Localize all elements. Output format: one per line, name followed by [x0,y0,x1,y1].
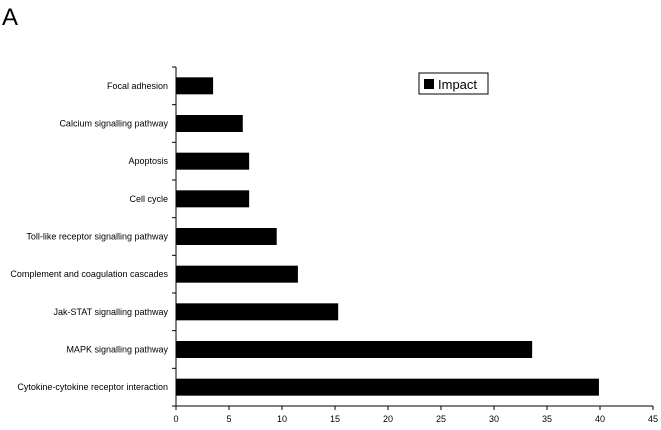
category-label: Cytokine-cytokine receptor interaction [17,382,168,392]
x-tick-label: 30 [489,414,499,424]
category-label: Jak-STAT signalling pathway [53,307,168,317]
legend-box [418,72,489,95]
bar [176,265,298,283]
category-label: Complement and coagulation cascades [10,269,168,279]
legend: Impact [418,72,489,95]
category-label: Cell cycle [129,194,168,204]
x-tick-label: 5 [226,414,231,424]
panel-label: A [2,4,19,31]
x-tick-label: 40 [595,414,605,424]
legend-swatch [424,79,434,89]
bar [176,190,250,208]
category-labels: Focal adhesion Calcium signalling pathway… [10,81,168,392]
x-tick-label: 15 [330,414,340,424]
category-label: Toll-like receptor signalling pathway [26,232,168,242]
category-label: Focal adhesion [107,81,168,91]
x-axis-ticks: 0 5 10 15 20 25 30 35 40 45 [173,406,658,424]
bar [176,115,243,132]
x-tick-label: 45 [648,414,658,424]
x-tick-label: 35 [542,414,552,424]
bar [176,77,214,95]
x-tick-label: 20 [383,414,393,424]
bar [176,228,277,245]
x-tick-label: 0 [173,414,178,424]
bar [176,152,250,170]
category-label: Apoptosis [128,156,168,166]
bar [176,303,339,321]
bar [176,378,599,396]
bar [176,341,533,358]
bar-group [176,77,599,396]
legend-label: Impact [438,77,477,92]
x-tick-label: 10 [277,414,287,424]
category-label: Calcium signalling pathway [59,119,168,129]
category-label: MAPK signalling pathway [66,345,168,355]
x-tick-label: 25 [436,414,446,424]
